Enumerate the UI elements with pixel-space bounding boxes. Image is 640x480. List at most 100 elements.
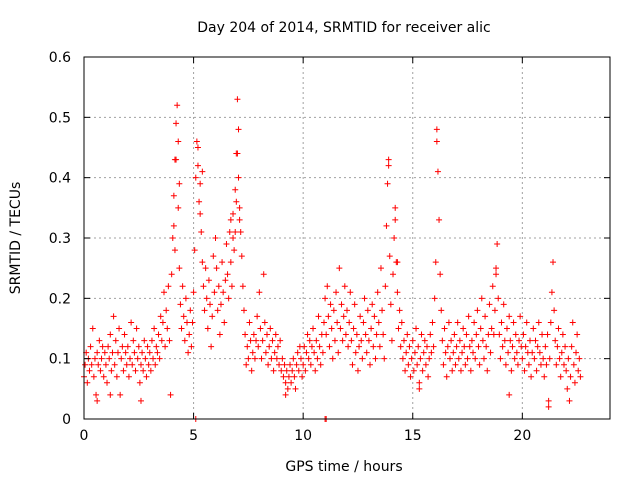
data-point [113,373,120,380]
data-point [427,331,434,338]
data-point [194,162,201,169]
data-point [356,343,363,350]
data-point [114,349,121,356]
data-point [268,355,275,362]
data-point [282,391,289,398]
data-point [191,247,198,254]
data-point [186,331,193,338]
data-point [236,204,243,211]
data-point [521,367,528,374]
data-point [86,367,93,374]
data-point [503,325,510,332]
data-point [181,337,188,344]
data-point [539,331,546,338]
data-point [167,391,174,398]
data-point [459,349,466,356]
data-point [335,349,342,356]
data-point [223,241,230,248]
data-point [209,313,216,320]
data-point [523,319,530,326]
data-point [329,355,336,362]
data-point [239,283,246,290]
data-point [529,349,536,356]
data-point [447,355,454,362]
data-point [185,349,192,356]
data-point [532,337,539,344]
data-point [494,241,501,248]
data-point [324,283,331,290]
data-point [294,349,301,356]
data-point [498,319,505,326]
data-point [349,361,356,368]
data-point [137,361,144,368]
data-point [105,343,112,350]
data-point [475,343,482,350]
data-point [385,162,392,169]
data-point [207,301,214,308]
data-point [110,313,117,320]
data-point [228,283,235,290]
data-point [560,361,567,368]
data-point [364,307,371,314]
data-point [262,349,269,356]
data-point [565,355,572,362]
data-point [145,361,152,368]
data-point [385,156,392,163]
data-point [574,331,581,338]
data-point [301,343,308,350]
data-point [333,289,340,296]
data-point [224,271,231,278]
data-point [418,331,425,338]
data-point [276,361,283,368]
data-point [419,367,426,374]
data-point [255,343,262,350]
data-point [398,319,405,326]
data-point [482,313,489,320]
data-point [545,403,552,410]
data-point [331,337,338,344]
data-point [557,373,564,380]
data-point [490,331,497,338]
data-point [423,343,430,350]
data-point [548,289,555,296]
x-tick-label: 20 [513,428,531,444]
data-point [545,397,552,404]
data-point [461,343,468,350]
data-point [290,355,297,362]
data-point [97,367,104,374]
data-point [478,295,485,302]
data-point [414,361,421,368]
y-tick-label: 0.6 [49,50,71,66]
data-point [264,331,271,338]
data-point [279,355,286,362]
data-point [541,373,548,380]
data-point [210,253,217,260]
data-point [180,313,187,320]
data-point [379,307,386,314]
data-point [404,331,411,338]
data-point [480,355,487,362]
data-point [129,361,136,368]
data-point [437,271,444,278]
data-point [98,355,105,362]
data-point [274,343,281,350]
data-point [342,331,349,338]
data-point [196,198,203,205]
data-point [474,307,481,314]
data-point [225,295,232,302]
data-point [550,259,557,266]
data-point [477,325,484,332]
data-point [220,289,227,296]
data-point [176,180,183,187]
data-point [197,180,204,187]
data-point [352,349,359,356]
data-point [384,180,391,187]
data-point [362,331,369,338]
data-point [360,319,367,326]
data-point [460,325,467,332]
data-point [187,307,194,314]
data-point [386,253,393,260]
data-point [95,361,102,368]
data-point [488,325,495,332]
data-point [200,283,207,290]
